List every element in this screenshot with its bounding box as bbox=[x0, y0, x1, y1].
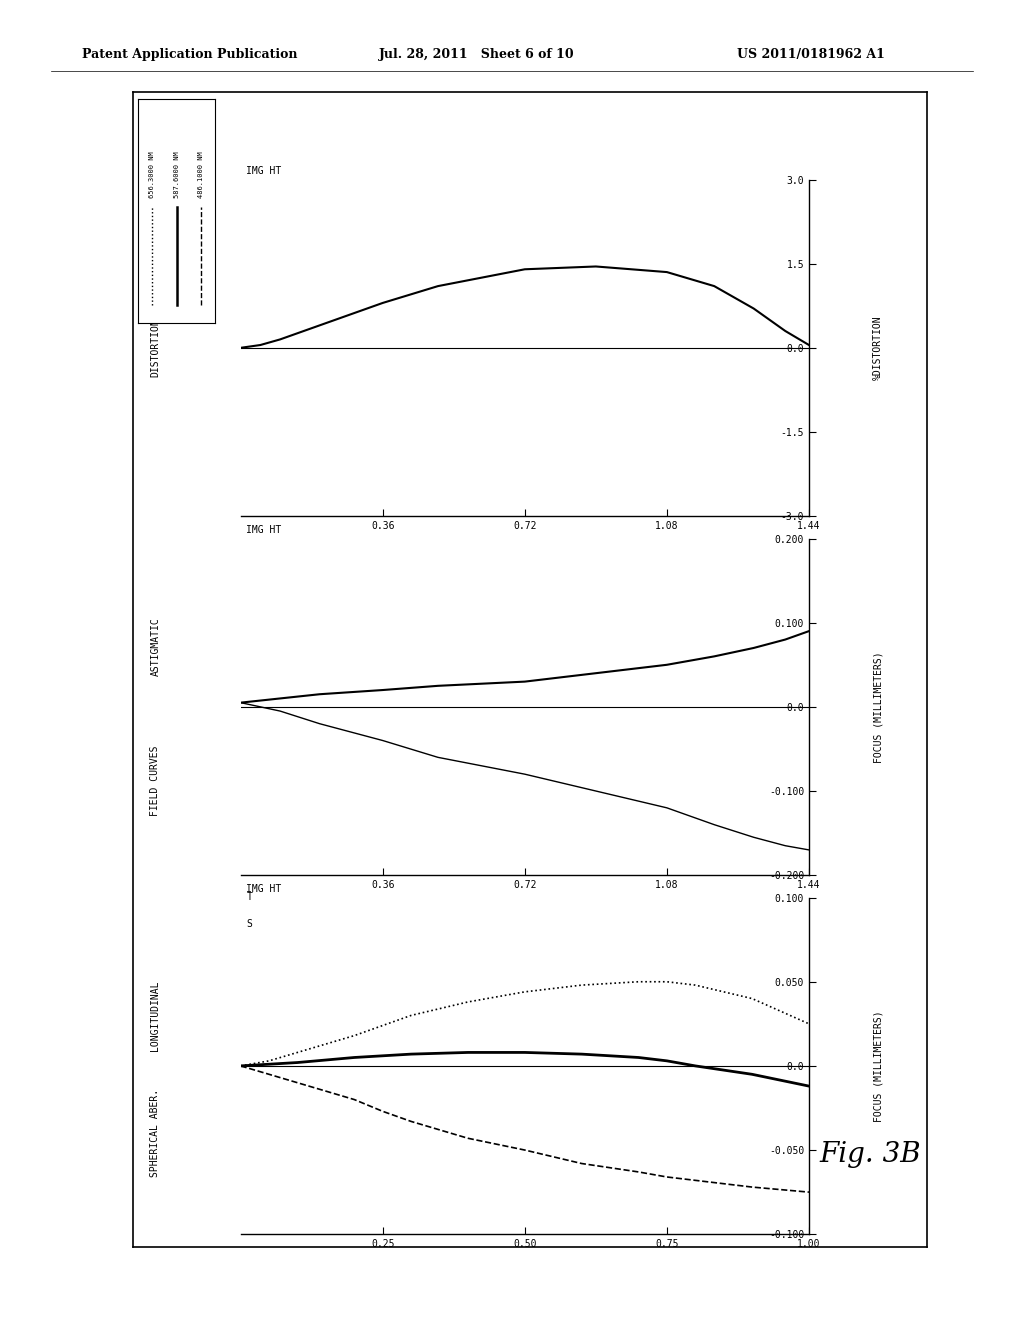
Text: 486.1000 NM: 486.1000 NM bbox=[199, 150, 204, 198]
Text: LONGITUDINAL: LONGITUDINAL bbox=[151, 981, 161, 1051]
Text: Fig. 3B: Fig. 3B bbox=[819, 1142, 921, 1168]
Text: DISTORTION: DISTORTION bbox=[151, 318, 161, 378]
Text: FOCUS (MILLIMETERS): FOCUS (MILLIMETERS) bbox=[873, 1010, 883, 1122]
Text: IMG HT: IMG HT bbox=[247, 525, 282, 535]
Text: FOCUS (MILLIMETERS): FOCUS (MILLIMETERS) bbox=[873, 651, 883, 763]
Text: IMG HT: IMG HT bbox=[247, 166, 282, 176]
Text: Patent Application Publication: Patent Application Publication bbox=[82, 48, 297, 61]
Text: T: T bbox=[247, 892, 252, 902]
Text: US 2011/0181962 A1: US 2011/0181962 A1 bbox=[737, 48, 885, 61]
Text: SPHERICAL ABER.: SPHERICAL ABER. bbox=[151, 1089, 161, 1177]
Text: IMG HT: IMG HT bbox=[247, 884, 282, 894]
Text: 656.3000 NM: 656.3000 NM bbox=[150, 150, 155, 198]
Text: S: S bbox=[247, 919, 252, 929]
Text: FIELD CURVES: FIELD CURVES bbox=[151, 746, 161, 816]
Text: %DISTORTION: %DISTORTION bbox=[873, 315, 883, 380]
Text: Jul. 28, 2011   Sheet 6 of 10: Jul. 28, 2011 Sheet 6 of 10 bbox=[379, 48, 574, 61]
Text: ASTIGMATIC: ASTIGMATIC bbox=[151, 616, 161, 676]
Text: 587.6000 NM: 587.6000 NM bbox=[174, 150, 179, 198]
